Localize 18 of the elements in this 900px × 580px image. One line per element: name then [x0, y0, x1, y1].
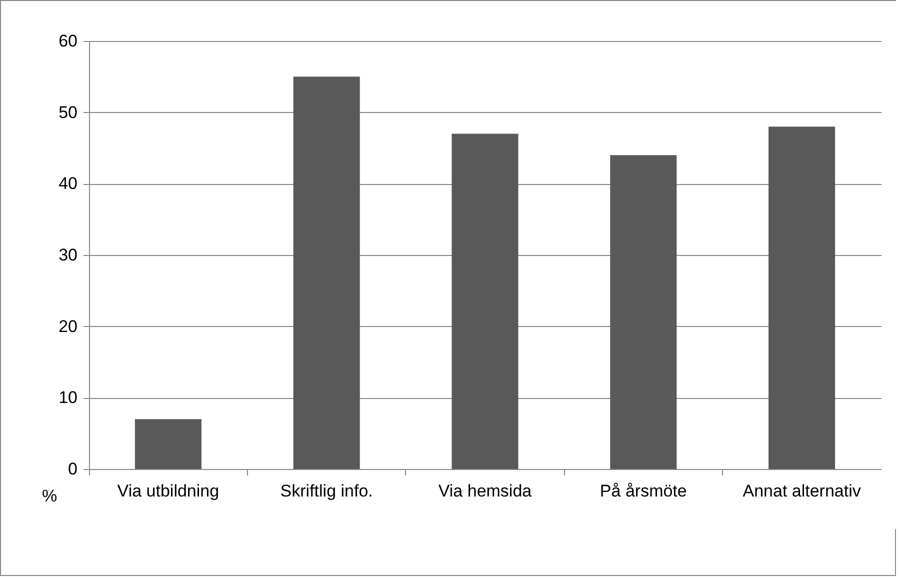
bar	[293, 76, 360, 469]
y-tick-label: 30	[58, 246, 78, 264]
x-tick-label: På årsmöte	[600, 482, 687, 500]
x-tick-label: Annat alternativ	[742, 482, 862, 500]
x-tick-label: Via hemsida	[438, 482, 532, 500]
x-tick-label: Via utbildning	[117, 482, 220, 500]
y-tick-label: 50	[58, 102, 78, 122]
y-tick-label: 40	[58, 174, 78, 194]
bar	[768, 126, 836, 469]
y-axis-title: %	[42, 486, 58, 506]
bar	[452, 134, 518, 469]
bar	[610, 155, 677, 469]
x-tick-label: Skriftlig info.	[280, 482, 373, 500]
y-tick-label: 60	[58, 32, 78, 50]
y-tick-label: 0	[68, 460, 78, 478]
y-tick-label: 10	[58, 388, 78, 408]
y-tick-label: 20	[58, 316, 78, 336]
bar	[134, 419, 202, 469]
